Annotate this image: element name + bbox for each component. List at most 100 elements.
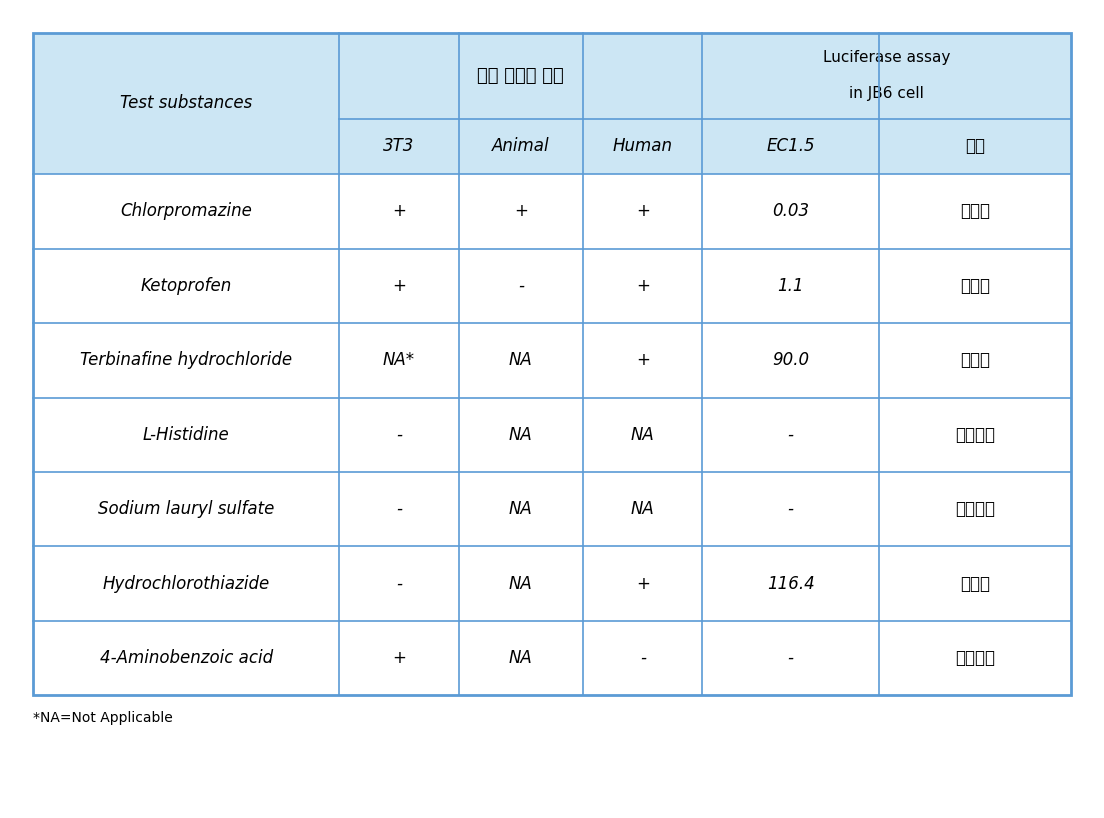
Text: 광독성: 광독성 [959, 202, 990, 221]
Text: -: - [396, 574, 402, 593]
Bar [879, 249, 1071, 323]
Bar [33, 119, 339, 174]
Text: NA: NA [630, 500, 655, 519]
Text: 판정: 판정 [965, 137, 985, 155]
Bar [339, 323, 458, 398]
Text: 기존 광독성 시험: 기존 광독성 시험 [478, 66, 564, 85]
Bar [33, 174, 339, 249]
Bar [339, 546, 458, 621]
Text: +: + [392, 649, 406, 667]
Bar [702, 472, 879, 546]
Text: NA: NA [509, 425, 533, 444]
Text: 116.4: 116.4 [767, 574, 815, 593]
Text: -: - [787, 425, 794, 444]
Text: Terbinafine hydrochloride: Terbinafine hydrochloride [81, 351, 293, 370]
Text: 4-Aminobenzoic acid: 4-Aminobenzoic acid [99, 649, 273, 667]
Bar [458, 323, 583, 398]
Bar [583, 249, 702, 323]
Text: Human: Human [613, 137, 672, 155]
Bar [339, 174, 458, 249]
Text: Luciferase assay: Luciferase assay [822, 50, 951, 65]
Bar [339, 119, 458, 174]
Bar [33, 33, 1071, 695]
Bar [702, 323, 879, 398]
Bar [458, 119, 583, 174]
Bar [583, 398, 702, 472]
Bar [458, 174, 583, 249]
Bar [339, 33, 702, 119]
Bar [33, 472, 339, 546]
Text: Test substances: Test substances [120, 94, 253, 113]
Text: -: - [640, 649, 646, 667]
Bar [339, 472, 458, 546]
Bar [879, 472, 1071, 546]
Bar [879, 174, 1071, 249]
Bar [458, 472, 583, 546]
Bar [33, 249, 339, 323]
Bar [33, 323, 339, 398]
Bar [702, 249, 879, 323]
Bar [879, 119, 1071, 174]
Text: -: - [396, 500, 402, 519]
Text: Ketoprofen: Ketoprofen [140, 276, 232, 295]
Text: 광독성: 광독성 [959, 574, 990, 593]
Text: +: + [514, 202, 528, 221]
Bar [33, 621, 339, 695]
Text: Animal: Animal [492, 137, 550, 155]
Text: 3T3: 3T3 [383, 137, 415, 155]
Text: NA: NA [509, 574, 533, 593]
Text: 비광독성: 비광독성 [955, 649, 995, 667]
Text: Chlorpromazine: Chlorpromazine [120, 202, 252, 221]
Text: NA: NA [630, 425, 655, 444]
Text: 90.0: 90.0 [772, 351, 809, 370]
Text: NA: NA [509, 500, 533, 519]
Bar [33, 33, 339, 174]
Bar [339, 621, 458, 695]
Text: -: - [787, 649, 794, 667]
Text: 비광독성: 비광독성 [955, 500, 995, 519]
Text: *NA=Not Applicable: *NA=Not Applicable [33, 711, 173, 726]
Bar [702, 33, 1071, 119]
Text: +: + [392, 202, 406, 221]
Bar [458, 621, 583, 695]
Text: 광독성: 광독성 [959, 351, 990, 370]
Text: +: + [636, 351, 650, 370]
Bar [583, 119, 702, 174]
Bar [458, 398, 583, 472]
Bar [702, 119, 879, 174]
Bar [879, 323, 1071, 398]
Text: in JB6 cell: in JB6 cell [849, 86, 924, 101]
Text: NA*: NA* [383, 351, 415, 370]
Text: +: + [636, 202, 650, 221]
Text: NA: NA [509, 351, 533, 370]
Text: L-Histidine: L-Histidine [142, 425, 230, 444]
Bar [702, 398, 879, 472]
Bar [583, 323, 702, 398]
Bar [339, 249, 458, 323]
Bar [583, 174, 702, 249]
Bar [339, 398, 458, 472]
Bar [879, 621, 1071, 695]
Text: Sodium lauryl sulfate: Sodium lauryl sulfate [98, 500, 275, 519]
Text: EC1.5: EC1.5 [766, 137, 815, 155]
Bar [583, 621, 702, 695]
Text: Hydrochlorothiazide: Hydrochlorothiazide [103, 574, 269, 593]
Text: -: - [787, 500, 794, 519]
Text: NA: NA [509, 649, 533, 667]
Text: -: - [518, 276, 524, 295]
Bar [702, 546, 879, 621]
Text: -: - [396, 425, 402, 444]
Bar [33, 398, 339, 472]
Bar [879, 546, 1071, 621]
Text: 0.03: 0.03 [772, 202, 809, 221]
Text: +: + [392, 276, 406, 295]
Bar [33, 546, 339, 621]
Bar [583, 472, 702, 546]
Text: 비광독성: 비광독성 [955, 425, 995, 444]
Text: 광독성: 광독성 [959, 276, 990, 295]
Bar [702, 174, 879, 249]
Bar [702, 621, 879, 695]
Text: +: + [636, 276, 650, 295]
Bar [879, 398, 1071, 472]
Text: 1.1: 1.1 [777, 276, 804, 295]
